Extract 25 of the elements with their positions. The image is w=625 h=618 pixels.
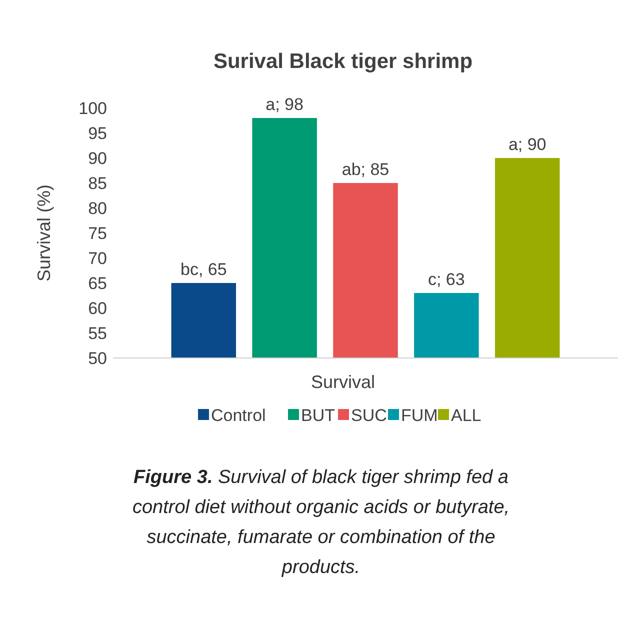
y-tick-label: 55	[88, 324, 107, 343]
text: Figure 3. Survival of black tiger shrimp fed a control diet without organic acids or butyrate, succinate, fumarate or combination of the products.	[132, 467, 510, 578]
data-label: bc, 65	[180, 260, 227, 279]
y-tick-label: 95	[88, 124, 107, 143]
y-tick-label: 65	[88, 274, 107, 293]
x-axis-title: Survival	[310, 372, 376, 392]
data-label: ab; 85	[342, 160, 390, 179]
y-tick-label: 60	[88, 298, 107, 318]
y-tick-label: 90	[88, 148, 107, 168]
y-tick-label: 85	[88, 174, 107, 193]
legend-label: FUM	[401, 406, 438, 425]
y-axis-title: Survival (%)	[34, 184, 54, 282]
y-tick-label: 50	[88, 348, 107, 368]
y-tick-label: 70	[88, 248, 107, 268]
y-tick-label: 75	[88, 224, 107, 243]
y-tick-label: 100	[78, 98, 107, 118]
data-label: a; 90	[508, 135, 546, 154]
legend-label: ALL	[451, 406, 482, 425]
legend-label: Control	[211, 406, 266, 425]
legend-label: SUC	[351, 406, 387, 425]
chart-title: Surival Black tiger shrimp	[213, 50, 473, 73]
legend-label: BUT	[301, 406, 335, 425]
data-label: a; 98	[266, 95, 304, 114]
data-label: c; 63	[428, 270, 465, 289]
y-tick-label: 80	[88, 198, 107, 218]
